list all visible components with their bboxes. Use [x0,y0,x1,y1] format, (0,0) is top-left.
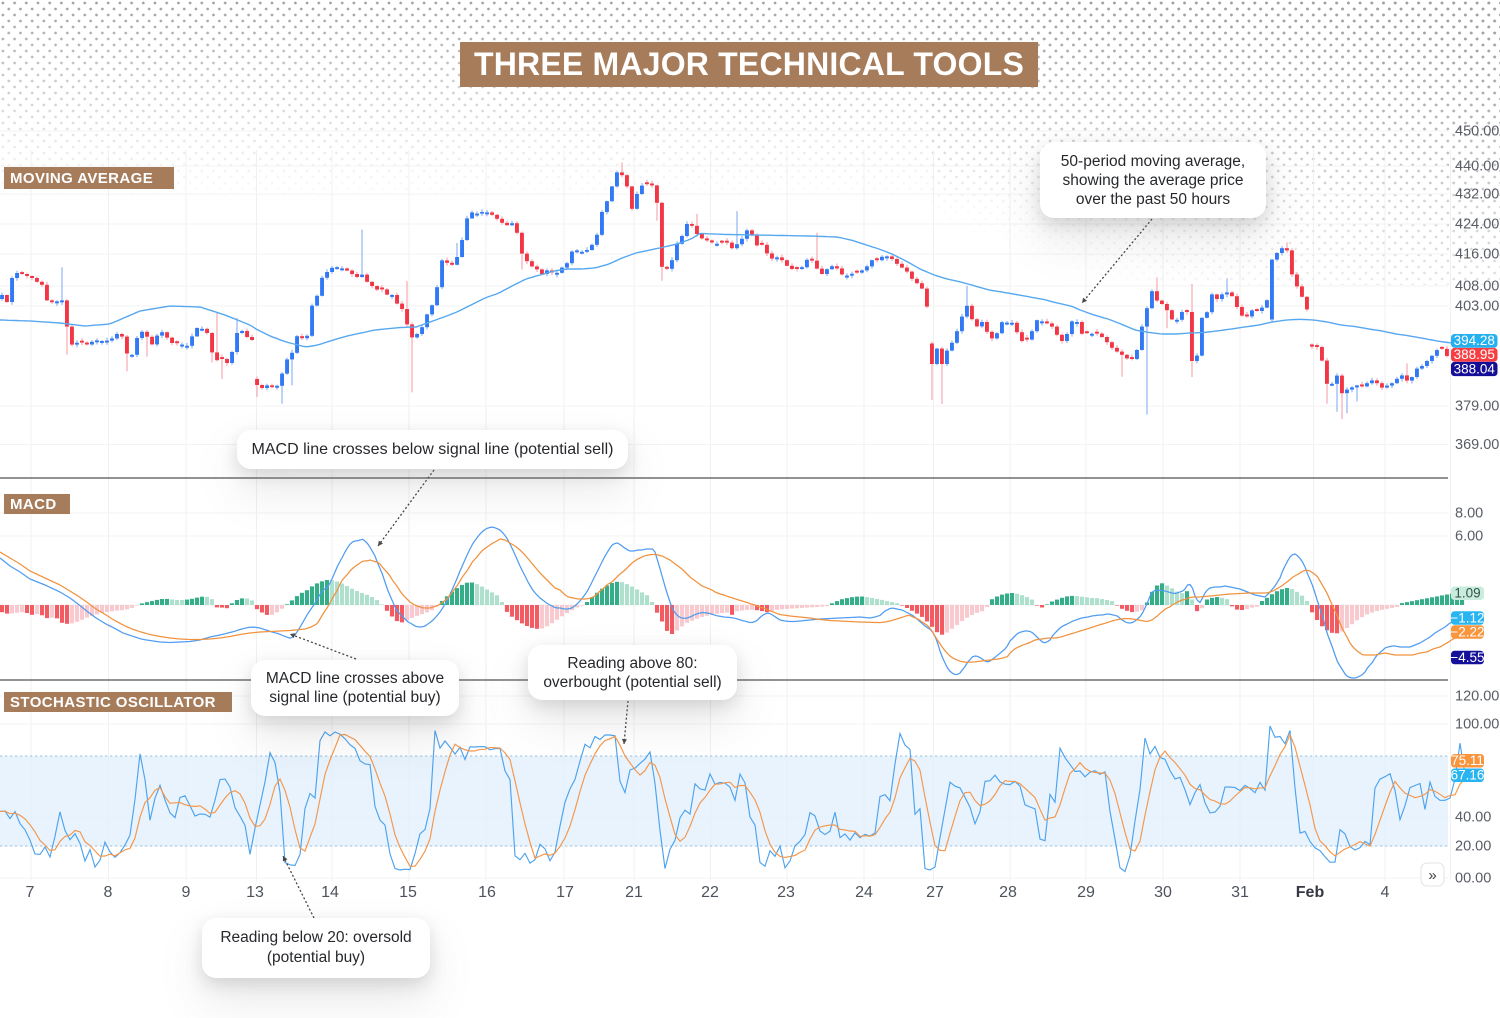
svg-text:13: 13 [246,884,264,901]
svg-text:−1.12: −1.12 [1450,610,1484,625]
svg-text:14: 14 [321,884,339,901]
svg-text:416.00: 416.00 [1455,247,1499,263]
svg-text:450.00: 450.00 [1455,124,1499,140]
svg-text:7: 7 [26,884,35,901]
svg-text:432.00: 432.00 [1455,187,1499,203]
svg-text:30: 30 [1154,884,1172,901]
svg-text:31: 31 [1231,884,1249,901]
svg-text:28: 28 [999,884,1017,901]
svg-text:−2.22: −2.22 [1450,624,1484,639]
svg-text:27: 27 [926,884,944,901]
svg-text:440.00: 440.00 [1455,159,1499,175]
svg-text:379.00: 379.00 [1455,399,1499,415]
svg-text:4: 4 [1381,884,1390,901]
svg-text:24: 24 [855,884,873,901]
svg-text:100.00: 100.00 [1455,717,1499,733]
svg-text:»: » [1428,867,1436,884]
svg-text:8.00: 8.00 [1455,506,1483,522]
svg-text:22: 22 [701,884,719,901]
svg-text:Feb: Feb [1296,884,1325,901]
svg-text:16: 16 [478,884,496,901]
svg-text:403.00: 403.00 [1455,299,1499,315]
svg-text:388.95: 388.95 [1454,347,1495,362]
svg-text:369.00: 369.00 [1455,437,1499,453]
svg-text:23: 23 [777,884,795,901]
svg-text:6.00: 6.00 [1455,529,1483,545]
svg-text:8: 8 [104,884,113,901]
svg-text:388.04: 388.04 [1454,361,1496,376]
svg-text:120.00: 120.00 [1455,689,1499,705]
svg-text:67.16: 67.16 [1451,768,1485,783]
svg-text:29: 29 [1077,884,1095,901]
svg-text:9: 9 [182,884,191,901]
svg-text:424.00: 424.00 [1455,217,1499,233]
svg-text:−4.55: −4.55 [1450,650,1484,665]
svg-text:20.00: 20.00 [1455,839,1491,855]
svg-text:17: 17 [556,884,574,901]
svg-text:1.09: 1.09 [1454,586,1480,601]
svg-text:394.28: 394.28 [1454,333,1495,348]
svg-text:40.00: 40.00 [1455,810,1491,826]
svg-text:408.00: 408.00 [1455,279,1499,295]
svg-text:21: 21 [625,884,643,901]
svg-text:15: 15 [399,884,417,901]
svg-text:75.11: 75.11 [1451,753,1484,768]
svg-text:00.00: 00.00 [1455,871,1491,887]
